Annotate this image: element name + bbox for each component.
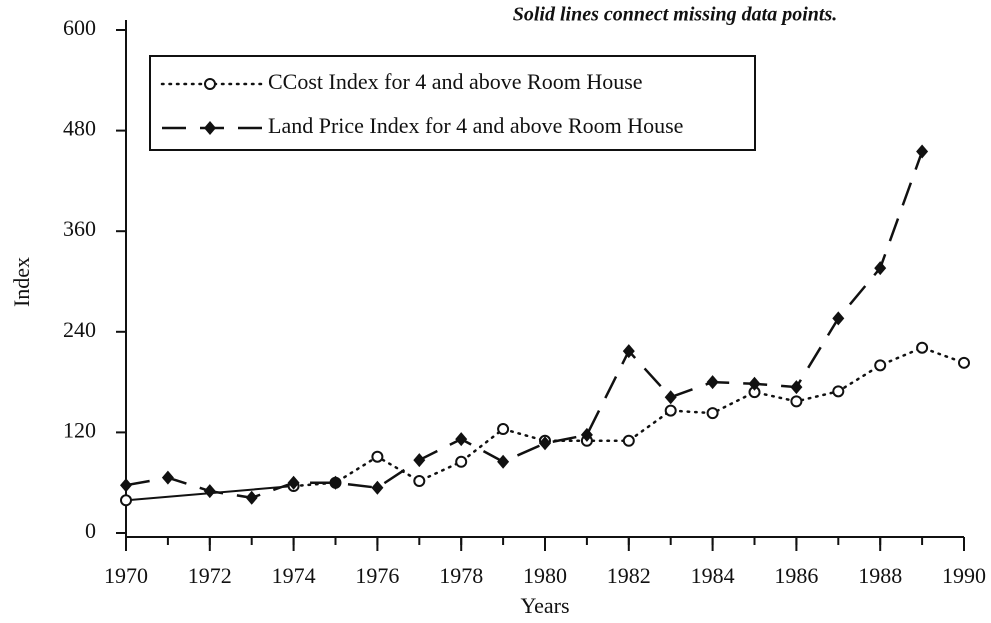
legend-label: Land Price Index for 4 and above Room Ho…: [268, 113, 683, 138]
x-tick-label: 1980: [523, 563, 567, 588]
marker: [832, 311, 845, 326]
x-tick-label: 1982: [607, 563, 651, 588]
marker: [413, 453, 426, 468]
marker: [204, 78, 216, 90]
marker: [497, 454, 510, 469]
annotation: Solid lines connect missing data points.: [513, 4, 838, 26]
marker: [413, 475, 426, 488]
marker: [245, 490, 258, 505]
marker: [161, 470, 174, 485]
x-tick-label: 1988: [858, 563, 902, 588]
x-axis-label: Years: [520, 593, 569, 618]
y-tick-label: 240: [63, 317, 96, 342]
marker: [664, 390, 677, 405]
marker: [580, 427, 593, 442]
marker: [790, 380, 803, 395]
marker: [874, 261, 887, 276]
x-tick-label: 1970: [104, 563, 148, 588]
x-tick-label: 1990: [942, 563, 986, 588]
y-axis-label: Index: [9, 257, 34, 307]
marker: [455, 432, 468, 447]
marker: [371, 450, 384, 463]
marker: [371, 480, 384, 495]
x-tick-label: 1978: [439, 563, 483, 588]
y-tick-label: 360: [63, 216, 96, 241]
marker: [916, 341, 929, 354]
x-tick-label: 1986: [774, 563, 818, 588]
marker: [874, 359, 887, 372]
marker: [539, 436, 551, 451]
marker: [455, 455, 468, 468]
marker: [706, 375, 719, 390]
marker: [120, 494, 132, 507]
marker: [287, 475, 300, 490]
marker: [204, 121, 216, 135]
y-tick-label: 480: [63, 116, 96, 141]
series-line: [292, 346, 966, 488]
marker: [916, 144, 929, 159]
x-tick-label: 1976: [355, 563, 399, 588]
marker: [748, 376, 761, 391]
marker: [329, 475, 342, 490]
marker: [790, 395, 803, 408]
series-line: [125, 151, 924, 500]
marker: [958, 356, 970, 369]
x-tick-label: 1974: [272, 563, 316, 588]
y-tick-label: 600: [63, 15, 96, 40]
legend-label: CCost Index for 4 and above Room House: [268, 69, 643, 94]
y-tick-label: 120: [63, 417, 96, 442]
x-tick-label: 1984: [691, 563, 735, 588]
y-tick-label: 0: [85, 518, 96, 543]
legend-box: [149, 55, 756, 151]
marker: [120, 478, 132, 493]
marker: [203, 484, 216, 499]
marker: [622, 434, 635, 447]
marker: [664, 404, 677, 417]
marker: [497, 423, 510, 436]
x-tick-label: 1972: [188, 563, 232, 588]
marker: [832, 385, 845, 398]
marker: [706, 407, 719, 420]
marker: [622, 344, 635, 359]
